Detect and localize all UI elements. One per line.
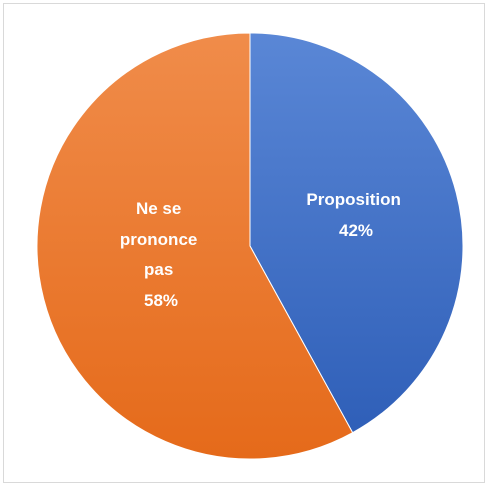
slice-label-ne-se-prononce-pas-value: 58% xyxy=(144,291,178,310)
slice-label-proposition-value: 42% xyxy=(339,221,373,240)
slice-label-proposition-name: Proposition xyxy=(306,190,400,209)
slice-label-ne-se-prononce-pas: Ne se prononce pas 58% xyxy=(120,199,202,310)
slice-label-proposition: Proposition 42% xyxy=(306,190,405,240)
pie-slice-ne-se-prononce-pas xyxy=(36,32,354,460)
pie-slice-proposition xyxy=(249,32,464,434)
